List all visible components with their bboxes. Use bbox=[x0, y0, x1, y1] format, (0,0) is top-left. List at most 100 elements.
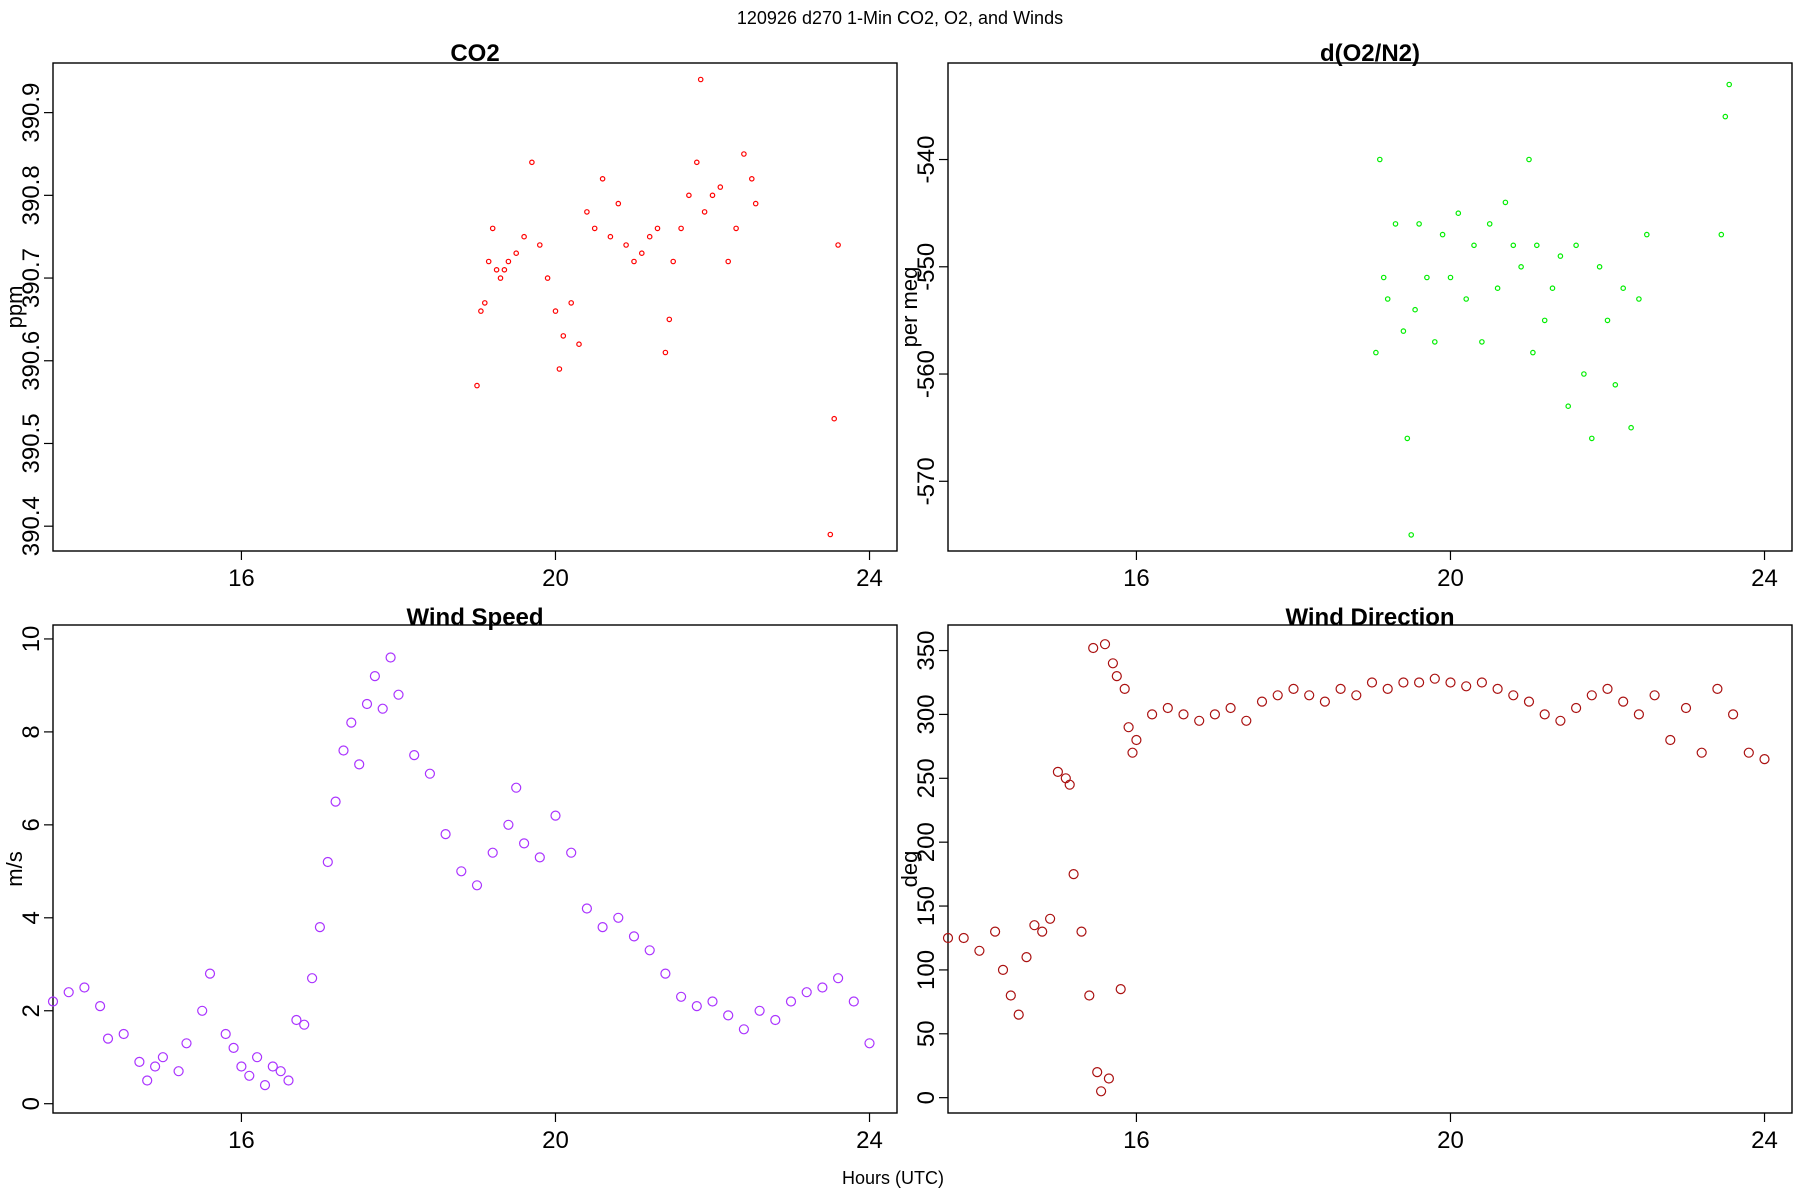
data-point bbox=[1534, 242, 1540, 249]
data-point bbox=[1557, 253, 1564, 259]
y-tick-label: 0 bbox=[18, 1097, 45, 1110]
data-point bbox=[299, 1019, 310, 1030]
data-point bbox=[307, 973, 318, 984]
data-point bbox=[644, 945, 655, 956]
data-point bbox=[1092, 1066, 1103, 1078]
x-tick-label: 20 bbox=[542, 1127, 569, 1154]
plot-title-wind-speed: Wind Speed bbox=[406, 604, 543, 631]
y-tick-label: 10 bbox=[18, 626, 45, 653]
data-point bbox=[654, 225, 661, 232]
data-point bbox=[1052, 766, 1064, 778]
data-point bbox=[1162, 702, 1173, 714]
x-tick-label: 20 bbox=[542, 565, 569, 592]
data-point bbox=[1382, 683, 1393, 695]
data-point bbox=[1044, 913, 1056, 924]
data-point bbox=[1565, 403, 1572, 410]
x-tick-label: 24 bbox=[856, 565, 883, 592]
data-point bbox=[1620, 285, 1627, 292]
x-ticks-wind-direction: 16 20 24 bbox=[1123, 1113, 1778, 1154]
data-point bbox=[662, 349, 669, 356]
data-point bbox=[393, 689, 404, 700]
data-point bbox=[283, 1075, 294, 1086]
data-point bbox=[497, 275, 504, 281]
data-point bbox=[322, 856, 333, 868]
data-point bbox=[1523, 696, 1535, 707]
data-point bbox=[1178, 709, 1189, 720]
data-point bbox=[1076, 926, 1087, 937]
data-point bbox=[478, 308, 484, 314]
x-tick-label: 16 bbox=[1123, 565, 1150, 592]
points-co2 bbox=[474, 76, 841, 538]
data-point bbox=[864, 1038, 875, 1049]
data-point bbox=[1644, 231, 1650, 238]
data-point bbox=[1029, 920, 1040, 931]
data-point bbox=[1400, 328, 1407, 334]
data-point bbox=[244, 1070, 255, 1081]
data-point bbox=[440, 828, 451, 840]
data-point bbox=[330, 796, 341, 807]
y-tick-label: -570 bbox=[913, 457, 940, 505]
data-point bbox=[556, 366, 563, 372]
data-point bbox=[47, 996, 59, 1007]
data-point bbox=[518, 838, 530, 849]
data-point bbox=[754, 1005, 765, 1016]
data-point bbox=[1502, 199, 1509, 206]
data-point bbox=[521, 233, 527, 240]
x-tick-label: 16 bbox=[228, 1127, 255, 1154]
data-point bbox=[560, 333, 567, 339]
y-tick-label: 200 bbox=[913, 822, 940, 862]
y-tick-label: 0 bbox=[913, 1091, 940, 1104]
data-point bbox=[228, 1042, 239, 1054]
data-point bbox=[675, 991, 687, 1002]
data-point bbox=[709, 192, 716, 199]
data-point bbox=[1021, 951, 1032, 963]
data-point bbox=[505, 258, 512, 265]
panel-o2: d(O2/N2) per meg 16 20 24 -540 -550 -560 -570 bbox=[897, 40, 1793, 592]
data-point bbox=[1432, 339, 1438, 345]
y-tick-label: 390.7 bbox=[18, 248, 45, 308]
data-point bbox=[631, 258, 637, 265]
data-point bbox=[1064, 779, 1075, 790]
y-tick-label: 390.5 bbox=[18, 413, 45, 473]
x-ticks-o2: 16 20 24 bbox=[1123, 551, 1778, 592]
data-point bbox=[204, 968, 216, 979]
data-point bbox=[1581, 371, 1587, 377]
data-point bbox=[1461, 681, 1472, 692]
data-point bbox=[1107, 658, 1119, 669]
data-point bbox=[314, 921, 325, 933]
data-point bbox=[1413, 677, 1425, 688]
x-tick-label: 24 bbox=[1751, 565, 1778, 592]
x-tick-label: 20 bbox=[1437, 1127, 1464, 1154]
data-point bbox=[552, 308, 559, 314]
data-point bbox=[638, 250, 645, 257]
data-point bbox=[678, 225, 684, 232]
data-point bbox=[1037, 926, 1048, 937]
data-point bbox=[1131, 734, 1142, 746]
data-point bbox=[1377, 156, 1383, 163]
data-point bbox=[1455, 210, 1462, 217]
y-ticks-co2: 390.4 390.5 390.6 390.7 390.8 390.9 bbox=[18, 83, 53, 556]
data-point bbox=[646, 233, 653, 240]
data-point bbox=[1526, 156, 1532, 163]
data-point bbox=[63, 987, 74, 998]
x-ticks-wind-speed: 16 20 24 bbox=[228, 1113, 883, 1154]
data-point bbox=[220, 1028, 231, 1040]
data-point bbox=[989, 926, 1001, 937]
data-point bbox=[1596, 263, 1603, 270]
plot-frame-o2 bbox=[947, 62, 1793, 552]
data-point bbox=[361, 698, 373, 710]
data-point bbox=[338, 745, 349, 756]
data-point bbox=[550, 810, 561, 821]
data-point bbox=[599, 176, 606, 182]
y-tick-label: 2 bbox=[18, 1004, 45, 1017]
data-point bbox=[1392, 221, 1399, 227]
plot-title-co2: CO2 bbox=[450, 40, 499, 67]
data-point bbox=[1445, 677, 1456, 688]
data-point bbox=[1084, 990, 1095, 1001]
data-point bbox=[485, 258, 492, 265]
y-tick-label: 100 bbox=[913, 950, 940, 990]
data-point bbox=[501, 266, 508, 273]
data-point bbox=[832, 973, 844, 984]
data-point bbox=[1476, 677, 1488, 688]
data-point bbox=[1209, 709, 1221, 720]
